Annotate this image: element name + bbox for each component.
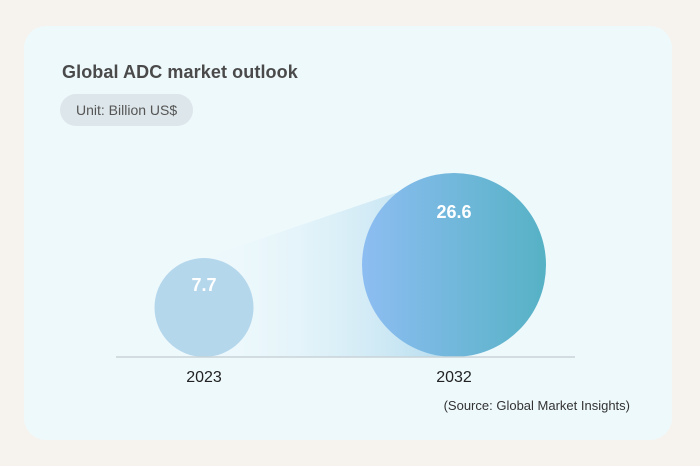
- bubble-2032: [362, 173, 546, 357]
- chart-card: Global ADC market outlook Unit: Billion …: [24, 26, 672, 440]
- category-label: 2023: [186, 369, 222, 386]
- chart-source: (Source: Global Market Insights): [443, 398, 630, 413]
- bubble-2023: [154, 258, 254, 357]
- value-label: 7.7: [191, 275, 216, 295]
- value-label: 26.6: [436, 202, 471, 222]
- chart-title: Global ADC market outlook: [62, 62, 298, 82]
- unit-badge: Unit: Billion US$: [60, 94, 194, 126]
- category-label: 2032: [436, 369, 472, 386]
- bubble-chart: 7.7 26.6 2023 2032: [116, 173, 575, 386]
